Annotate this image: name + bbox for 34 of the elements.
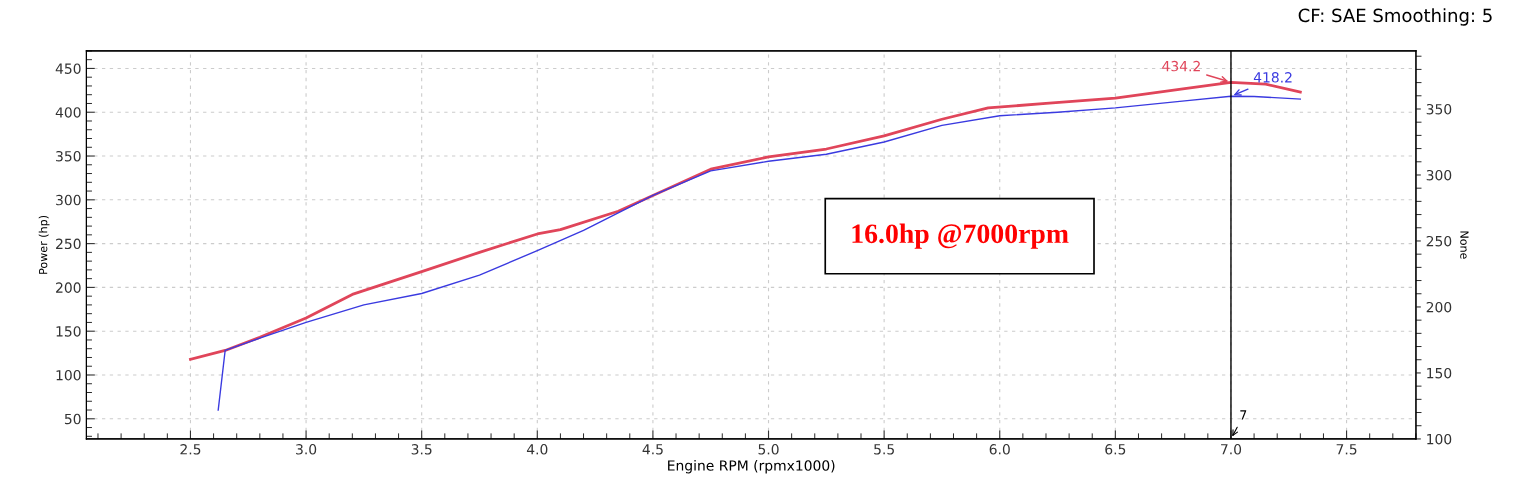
annotation: 434.2 xyxy=(1162,60,1200,72)
chart-title: CF: SAE Smoothing: 5 xyxy=(1298,8,1492,26)
x-tick-label: 4.5 xyxy=(642,444,663,455)
x-tick-label: 2.5 xyxy=(180,444,201,455)
y-tick-label: 200 xyxy=(56,282,81,293)
y-tick-label: 250 xyxy=(56,238,81,250)
y2-tick-label: 150 xyxy=(1427,367,1452,379)
y-tick-label: 300 xyxy=(56,194,81,206)
y2-axis-title: None xyxy=(1460,231,1469,259)
y-tick-label: 350 xyxy=(56,151,81,162)
x-tick-label: 6.0 xyxy=(989,444,1010,455)
x-tick-label: 5.5 xyxy=(874,444,894,455)
x-tick-label: 7.5 xyxy=(1336,444,1357,455)
y-axis-title: Power (hp) xyxy=(38,215,50,274)
annotation: 16.0hp @7000rpm xyxy=(852,223,1069,249)
y-tick-label: 150 xyxy=(56,326,81,337)
y2-tick-label: 300 xyxy=(1426,169,1452,181)
y2-tick-label: 100 xyxy=(1427,433,1452,445)
y-tick-label: 400 xyxy=(55,107,81,118)
y-tick-label: 100 xyxy=(56,369,81,381)
x-axis-title: Engine RPM (rpmx1000) xyxy=(668,460,835,474)
ref-line-label: 7 xyxy=(1240,410,1247,420)
x-tick-label: 5.0 xyxy=(758,444,779,455)
x-tick-label: 6.5 xyxy=(1105,444,1126,455)
x-tick-label: 4.0 xyxy=(526,444,548,455)
y-tick-label: 50 xyxy=(64,413,81,425)
x-tick-label: 7.0 xyxy=(1221,444,1242,455)
y2-tick-label: 250 xyxy=(1426,235,1452,247)
y2-tick-label: 200 xyxy=(1426,301,1452,313)
y-tick-label: 450 xyxy=(55,63,81,74)
annotation: 418.2 xyxy=(1253,72,1292,83)
x-tick-label: 3.5 xyxy=(411,444,432,455)
x-tick-label: 3.0 xyxy=(296,444,317,455)
y2-tick-label: 350 xyxy=(1426,103,1452,115)
